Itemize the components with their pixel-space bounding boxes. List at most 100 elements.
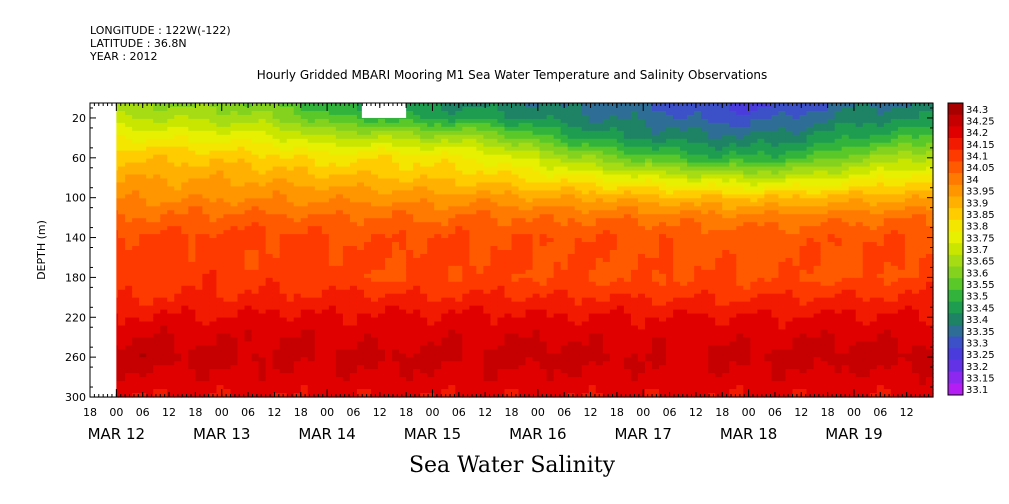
heat-cell [539, 257, 548, 263]
heat-cell [385, 222, 393, 227]
heat-cell [328, 353, 337, 358]
heat-cell [335, 381, 344, 386]
heat-cell [518, 301, 527, 307]
heat-cell [448, 174, 456, 180]
heat-cell [279, 369, 288, 374]
heat-cell [335, 305, 344, 311]
heat-cell [335, 174, 344, 180]
heat-cell [392, 126, 400, 132]
heat-cell [125, 361, 133, 366]
heat-cell [216, 114, 225, 120]
heat-cell [244, 138, 253, 144]
heat-cell [293, 373, 302, 378]
heat-cell [209, 250, 218, 255]
heat-cell [230, 357, 239, 362]
heat-cell [497, 194, 506, 199]
heat-cell [286, 242, 295, 247]
heat-cell [328, 313, 337, 319]
heat-cell [490, 373, 499, 378]
heat-cell [504, 253, 513, 259]
heat-cell [118, 309, 126, 315]
heat-cell [399, 186, 407, 191]
heat-cell [258, 353, 267, 358]
heat-cell [406, 277, 414, 283]
heat-cell [139, 269, 147, 275]
heat-cell [560, 226, 569, 231]
heat-cell [356, 393, 365, 398]
heat-cell [399, 166, 407, 172]
heat-cell [371, 126, 379, 132]
heat-cell [441, 329, 449, 335]
heat-cell [511, 273, 520, 279]
heat-cell [469, 234, 477, 239]
heat-cell [181, 198, 189, 203]
heat-cell [328, 337, 337, 342]
heat-cell [469, 353, 477, 358]
heat-cell [335, 194, 344, 199]
heat-cell [434, 345, 442, 350]
heat-cell [286, 234, 295, 239]
heat-cell [349, 138, 358, 144]
heat-cell [202, 138, 211, 144]
heat-cell [167, 297, 175, 303]
heat-cell [469, 377, 477, 382]
heat-cell [300, 122, 309, 128]
heat-cell [265, 321, 274, 327]
heat-cell [469, 146, 477, 152]
heat-cell [378, 218, 386, 223]
heat-cell [188, 238, 196, 243]
heat-cell [174, 321, 182, 327]
heat-cell [188, 166, 196, 172]
heat-cell [279, 238, 288, 243]
heat-cell [153, 166, 161, 172]
heat-cell [286, 226, 295, 231]
heat-cell [237, 186, 246, 191]
heat-cell [371, 158, 379, 164]
heat-cell [525, 377, 534, 382]
heat-cell [371, 265, 379, 271]
heat-cell [209, 317, 218, 323]
heat-cell [279, 126, 288, 132]
heat-cell [427, 281, 435, 287]
heat-cell [216, 230, 225, 235]
heat-cell [420, 246, 428, 251]
heat-cell [342, 194, 351, 199]
heat-cell [307, 273, 316, 279]
heat-cell [181, 337, 189, 342]
heat-cell [132, 190, 140, 195]
heat-cell [174, 273, 182, 279]
heat-cell [518, 222, 527, 227]
heat-cell [413, 178, 421, 184]
heat-cell [349, 265, 358, 271]
heat-cell [518, 253, 527, 259]
heat-cell [399, 369, 407, 374]
heat-cell [413, 190, 421, 195]
heat-cell [406, 385, 414, 390]
heat-cell [174, 154, 182, 160]
heat-cell [188, 154, 196, 160]
heat-cell [469, 186, 477, 191]
heat-cell [167, 246, 175, 251]
heat-cell [216, 349, 225, 354]
heat-cell [406, 313, 414, 319]
heat-cell [427, 297, 435, 303]
heat-cell [237, 110, 246, 116]
heat-cell [174, 246, 182, 251]
heat-cell [181, 170, 189, 176]
heat-cell [272, 285, 281, 291]
heat-cell [237, 361, 246, 366]
heat-cell [532, 281, 541, 287]
heat-cell [553, 186, 562, 191]
heat-cell [125, 106, 133, 112]
heat-cell [132, 103, 140, 108]
heat-cell [462, 317, 470, 323]
heat-cell [413, 365, 421, 370]
heat-cell [511, 329, 520, 335]
heat-cell [335, 238, 344, 243]
heat-cell [434, 138, 442, 144]
heat-cell [356, 357, 365, 362]
heat-cell [392, 325, 400, 331]
heat-cell [399, 118, 407, 124]
heat-cell [321, 150, 330, 156]
heat-cell [356, 138, 365, 144]
